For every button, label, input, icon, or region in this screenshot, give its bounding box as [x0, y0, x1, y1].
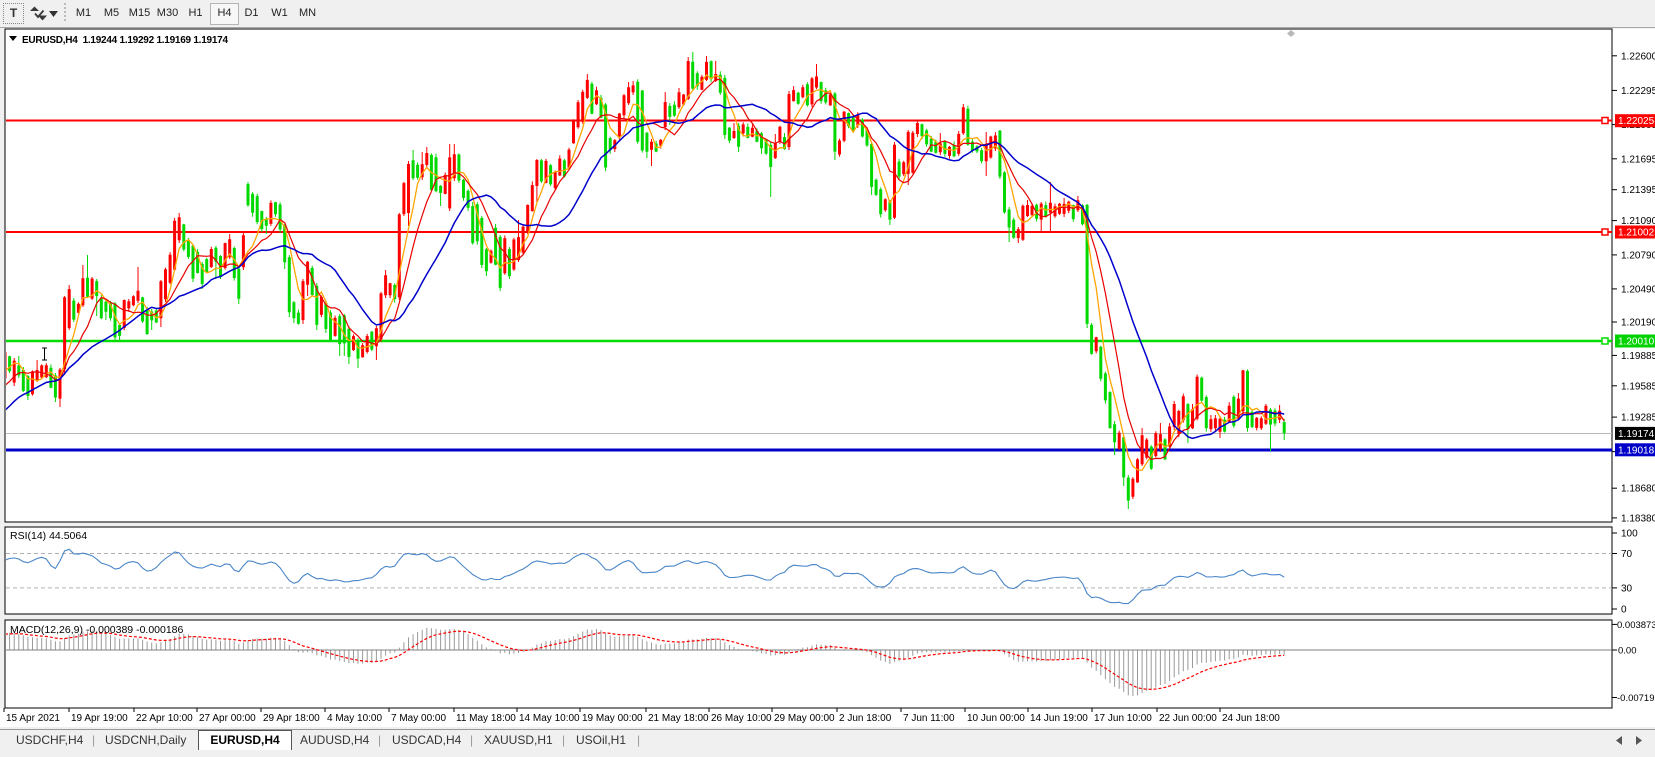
svg-text:RSI(14) 44.5064: RSI(14) 44.5064 [10, 530, 87, 542]
svg-text:19 May 00:00: 19 May 00:00 [582, 713, 643, 724]
svg-text:14 Jun 19:00: 14 Jun 19:00 [1030, 713, 1088, 724]
svg-text:1.19174: 1.19174 [1618, 429, 1655, 440]
svg-text:1.21090: 1.21090 [1621, 216, 1655, 227]
svg-text:-0.007195: -0.007195 [1617, 693, 1655, 704]
svg-text:15 Apr 2021: 15 Apr 2021 [6, 713, 60, 724]
svg-text:29 Apr 18:00: 29 Apr 18:00 [263, 713, 320, 724]
svg-text:1.18380: 1.18380 [1621, 513, 1655, 524]
svg-text:26 May 10:00: 26 May 10:00 [711, 713, 772, 724]
svg-text:1.22295: 1.22295 [1621, 86, 1655, 97]
svg-text:7 May 00:00: 7 May 00:00 [391, 713, 446, 724]
svg-text:24 Jun 18:00: 24 Jun 18:00 [1222, 713, 1280, 724]
svg-text:1.20010: 1.20010 [1618, 337, 1655, 348]
svg-text:22 Apr 10:00: 22 Apr 10:00 [136, 713, 193, 724]
svg-text:0.00: 0.00 [1618, 646, 1637, 657]
svg-text:1.20790: 1.20790 [1621, 250, 1655, 261]
svg-text:0.003873: 0.003873 [1617, 620, 1655, 631]
svg-text:1.18680: 1.18680 [1621, 484, 1655, 495]
svg-text:11 May 18:00: 11 May 18:00 [456, 713, 516, 724]
svg-text:7 Jun 11:00: 7 Jun 11:00 [903, 713, 955, 724]
svg-text:30: 30 [1621, 583, 1633, 594]
svg-text:1.22600: 1.22600 [1621, 51, 1655, 62]
svg-text:29 May 00:00: 29 May 00:00 [774, 713, 835, 724]
svg-text:EURUSD,H4 1.19244 1.19292 1.1: EURUSD,H4 1.19244 1.19292 1.19169 1.1917… [22, 35, 228, 46]
svg-text:10 Jun 00:00: 10 Jun 00:00 [967, 713, 1025, 724]
svg-text:1.22025: 1.22025 [1618, 116, 1655, 127]
svg-text:1.19585: 1.19585 [1621, 381, 1655, 392]
svg-text:1.21695: 1.21695 [1621, 154, 1655, 165]
svg-text:1.19885: 1.19885 [1621, 351, 1655, 362]
svg-text:14 May 10:00: 14 May 10:00 [519, 713, 580, 724]
svg-text:21 May 18:00: 21 May 18:00 [648, 713, 709, 724]
svg-text:100: 100 [1621, 529, 1638, 540]
svg-text:17 Jun 10:00: 17 Jun 10:00 [1094, 713, 1152, 724]
svg-text:19 Apr 19:00: 19 Apr 19:00 [71, 713, 128, 724]
svg-text:70: 70 [1621, 549, 1633, 560]
svg-text:1.19018: 1.19018 [1618, 445, 1655, 456]
svg-text:2 Jun 18:00: 2 Jun 18:00 [839, 713, 892, 724]
svg-text:27 Apr 00:00: 27 Apr 00:00 [199, 713, 256, 724]
svg-text:1.19285: 1.19285 [1621, 413, 1655, 424]
svg-text:1.20190: 1.20190 [1621, 318, 1655, 329]
svg-text:4 May 10:00: 4 May 10:00 [327, 713, 382, 724]
svg-text:1.21395: 1.21395 [1621, 185, 1655, 196]
svg-text:1.21002: 1.21002 [1618, 228, 1655, 239]
svg-text:22 Jun 00:00: 22 Jun 00:00 [1159, 713, 1217, 724]
svg-text:1.20490: 1.20490 [1621, 284, 1655, 295]
svg-text:MACD(12,26,9) -0.000389 -0.000: MACD(12,26,9) -0.000389 -0.000186 [10, 624, 184, 636]
svg-text:0: 0 [1621, 605, 1627, 616]
